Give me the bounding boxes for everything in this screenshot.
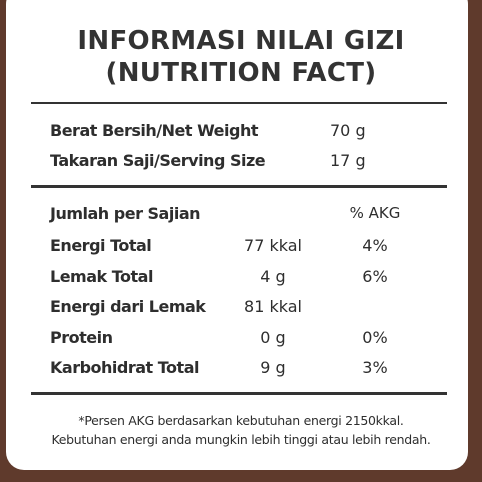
nutrient-amount: 4 g [260, 266, 286, 286]
label-card [6, 0, 468, 470]
title-line: INFORMASI NILAI GIZI [77, 26, 405, 56]
table-header-label: Jumlah per Sajian [50, 204, 201, 223]
net-label: Berat Bersih/Net Weight [50, 121, 259, 140]
footnote: Kebutuhan energi anda mungkin lebih ting… [51, 432, 431, 447]
nutrient-amount: 0 g [260, 327, 286, 347]
nutrient-amount: 77 kkal [244, 236, 302, 255]
nutrient-amount: 9 g [260, 358, 286, 378]
nutrient-name: Energi Total [50, 236, 152, 255]
net-label: Takaran Saji/Serving Size [50, 151, 266, 170]
nutrient-amount: 81 kkal [244, 297, 302, 317]
nutrient-akg: 4% [362, 236, 388, 255]
divider [31, 102, 447, 104]
nutrient-name: Protein [50, 327, 113, 347]
divider [31, 392, 447, 395]
nutrient-name: Energi dari Lemak [50, 297, 206, 317]
nutrient-akg: 6% [362, 266, 388, 286]
nutrient-akg: 0% [362, 327, 388, 347]
nutrient-name: Karbohidrat Total [50, 358, 199, 378]
nutrient-akg: 3% [362, 358, 388, 378]
table-header-akg: % AKG [349, 204, 401, 222]
title-line: (NUTRITION FACT) [105, 58, 377, 88]
divider [31, 185, 447, 188]
net-value: 70 g [330, 121, 366, 140]
footnote: *Persen AKG berdasarkan kebutuhan energi… [78, 413, 404, 428]
net-value: 17 g [330, 151, 366, 170]
nutrient-name: Lemak Total [50, 266, 153, 286]
